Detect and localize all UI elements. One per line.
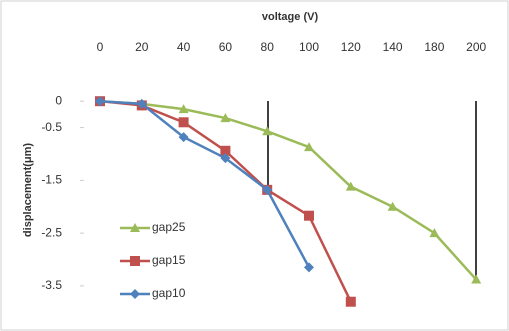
marker [345, 296, 356, 307]
marker [95, 96, 105, 107]
y-tick-label: -0.5 [41, 120, 62, 134]
marker [178, 132, 189, 143]
y-tick-label: -3.5 [41, 278, 62, 292]
marker [345, 181, 356, 191]
marker [130, 256, 140, 266]
marker [178, 104, 189, 114]
marker [220, 145, 231, 156]
legend-label: gap10 [152, 286, 186, 300]
series-line [99, 99, 478, 281]
legend-label: gap15 [152, 253, 186, 267]
x-tick-label: 60 [219, 40, 233, 54]
marker [429, 228, 440, 238]
x-tick-label: 180 [424, 40, 444, 54]
x-tick-label: 0 [97, 40, 104, 54]
x-tick-label: 200 [466, 40, 486, 54]
marker [136, 98, 147, 109]
marker [304, 262, 314, 273]
marker [471, 274, 482, 284]
legend-label: gap25 [152, 220, 186, 234]
marker [178, 117, 189, 128]
x-tick-label: 40 [177, 40, 191, 54]
y-tick-label: -2.5 [41, 225, 62, 239]
x-tick-label: 120 [341, 40, 361, 54]
marker [220, 113, 231, 123]
marker [220, 153, 231, 164]
x-tick-label: 80 [261, 40, 275, 54]
y-tick-label: -1.5 [41, 173, 62, 187]
marker [130, 223, 140, 232]
x-tick-label: 20 [135, 40, 149, 54]
marker [304, 142, 314, 152]
y-axis-title: displacement(μm) [22, 143, 34, 237]
marker [304, 210, 314, 221]
x-tick-label: 140 [383, 40, 403, 54]
marker [262, 184, 273, 195]
x-tick-label: 100 [299, 40, 319, 54]
series-line [99, 99, 311, 269]
marker [387, 201, 398, 211]
y-tick-label: 0 [55, 93, 62, 107]
marker [130, 289, 140, 299]
marker [262, 126, 273, 136]
x-axis-title: voltage (V) [262, 11, 319, 23]
